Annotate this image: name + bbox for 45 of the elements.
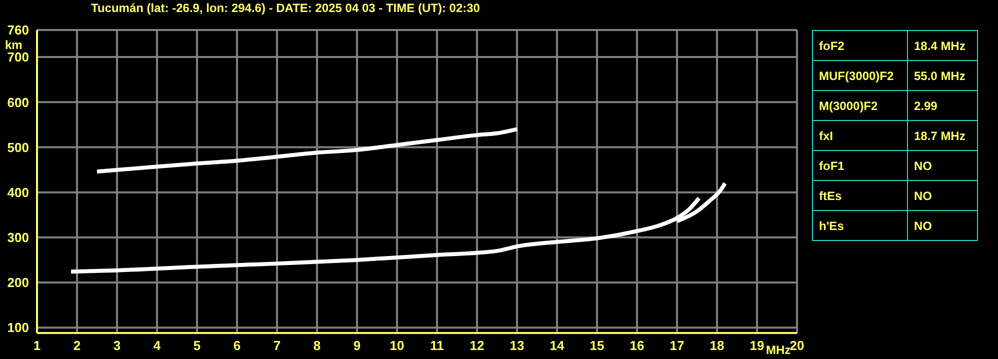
text: NO bbox=[914, 188, 932, 202]
x-tick-label: 18 bbox=[710, 338, 724, 354]
x-tick-label: 14 bbox=[550, 338, 565, 354]
x-tick-label: 1 bbox=[33, 338, 41, 354]
x-tick-label: 17 bbox=[670, 338, 684, 354]
x-tick-label: 5 bbox=[193, 338, 201, 354]
text: 2.99 bbox=[914, 98, 938, 112]
category-label: foF1 bbox=[812, 150, 908, 180]
category-label: foF2 bbox=[812, 30, 908, 60]
x-tick-label: 13 bbox=[510, 338, 524, 354]
chart-title: Tucumán (lat: -26.9, lon: 294.6) - DATE: 2025 04 03 - TIME (UT): 02:30 bbox=[91, 1, 480, 15]
x-tick-label: 12 bbox=[470, 338, 484, 354]
x-axis-title: MHz bbox=[766, 343, 791, 357]
y-tick-label: 100 bbox=[7, 320, 29, 336]
x-tick-label: 20 bbox=[790, 338, 804, 354]
y-tick-label: 400 bbox=[7, 184, 29, 200]
category-label: h'Es bbox=[812, 210, 908, 240]
y-tick-label: 600 bbox=[7, 94, 29, 110]
x-tick-label: 15 bbox=[590, 338, 604, 354]
text: 55.0 MHz bbox=[914, 68, 966, 82]
x-tick-label: 9 bbox=[353, 338, 361, 354]
x-tick-label: 4 bbox=[153, 338, 162, 354]
y-tick-label: 700 bbox=[7, 50, 29, 65]
x-tick-label: 16 bbox=[630, 338, 644, 354]
y-tick-label: 500 bbox=[7, 140, 29, 155]
y-tick-label: 200 bbox=[7, 275, 29, 290]
x-tick-label: 8 bbox=[313, 338, 321, 354]
x-tick-label: 3 bbox=[113, 338, 121, 354]
y-axis-title: km bbox=[5, 38, 22, 52]
y-tick-label: 300 bbox=[7, 230, 29, 246]
x-tick-label: 10 bbox=[390, 338, 404, 354]
x-tick-label: 6 bbox=[233, 338, 241, 354]
text: NO bbox=[914, 218, 932, 232]
text: 18.4 MHz bbox=[914, 38, 966, 52]
x-tick-label: 7 bbox=[273, 338, 281, 354]
category-label: M(3000)F2 bbox=[812, 90, 908, 120]
x-tick-label: 19 bbox=[750, 338, 764, 354]
category-label: MUF(3000)F2 bbox=[812, 60, 908, 90]
category-label: ftEs bbox=[812, 180, 908, 210]
y-tick-label: 760 bbox=[7, 22, 29, 38]
x-tick-label: 2 bbox=[73, 338, 81, 354]
x-tick-label: 11 bbox=[430, 338, 444, 354]
text: NO bbox=[914, 158, 932, 172]
text: 18.7 MHz bbox=[914, 128, 966, 142]
category-label: fxI bbox=[812, 120, 908, 150]
